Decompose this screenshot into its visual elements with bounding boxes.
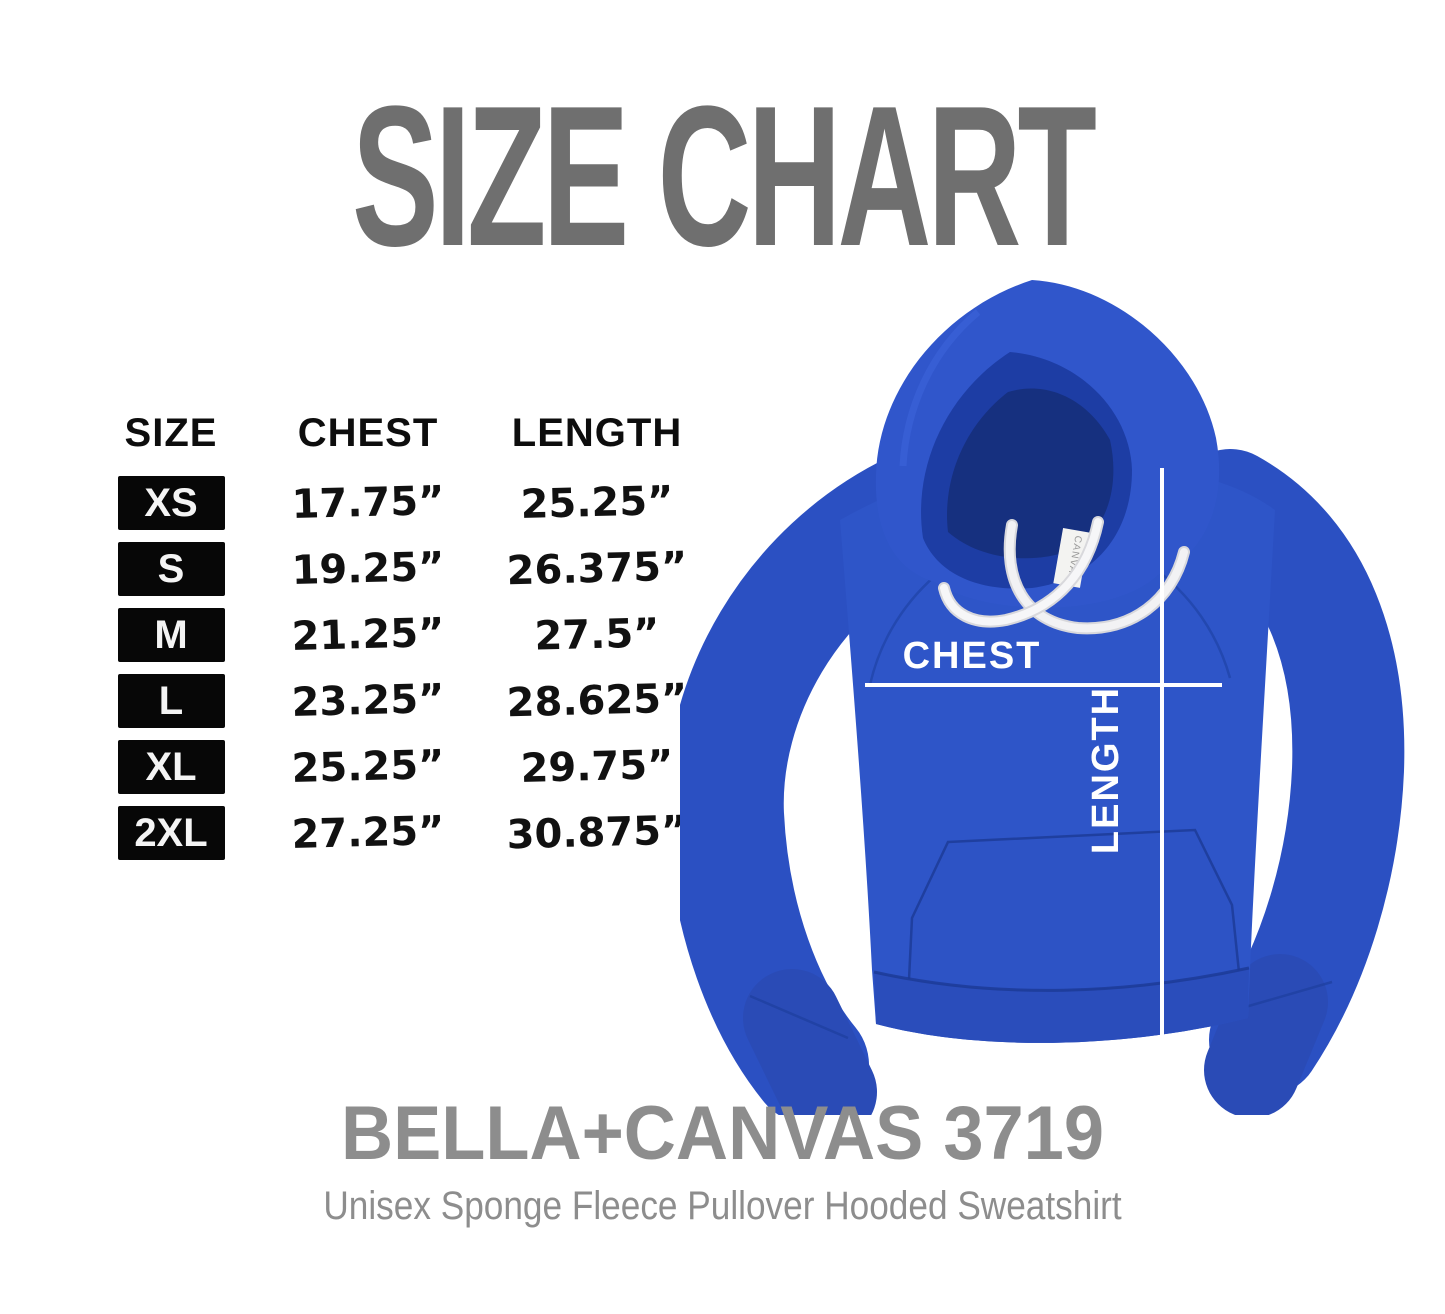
table-row: S 19.25” 26.375” <box>100 542 697 596</box>
table-row: L 23.25” 28.625” <box>100 674 697 728</box>
table-row: XS 17.75” 25.25” <box>100 476 697 530</box>
size-badge-s: S <box>117 542 225 596</box>
hood-highlight <box>899 309 981 467</box>
column-header-length: LENGTH <box>511 410 683 455</box>
drawstring-left-core <box>940 518 1102 626</box>
hood-opening-shadow <box>947 388 1114 559</box>
page-title: SIZE CHART <box>352 65 1097 288</box>
chest-value: 23.25” <box>291 676 445 726</box>
chest-value: 17.75” <box>291 478 445 528</box>
table-header-row: SIZE CHEST LENGTH <box>100 406 697 460</box>
chest-measure-label: CHEST <box>903 635 1042 677</box>
length-measure-label: LENGTH <box>1085 686 1127 854</box>
table-row: 2XL 27.25” 30.875” <box>100 806 697 860</box>
column-header-chest: CHEST <box>297 410 439 455</box>
waistband-seam <box>873 966 1250 992</box>
chest-value: 25.25” <box>291 742 445 792</box>
length-value: 28.625” <box>506 675 688 727</box>
chest-value: 21.25” <box>291 610 445 660</box>
table-row: XL 25.25” 29.75” <box>100 740 697 794</box>
hoodie-left-cuff <box>743 969 877 1115</box>
hoodie-right-cuff <box>1204 954 1328 1115</box>
table-row: M 21.25” 27.5” <box>100 608 697 662</box>
length-value: 25.25” <box>520 478 674 528</box>
kangaroo-pocket <box>906 828 1242 1002</box>
chest-value: 19.25” <box>291 544 445 594</box>
column-header-size: SIZE <box>124 410 218 455</box>
product-name: BELLA+CANVAS 3719 <box>340 1091 1104 1176</box>
chest-value: 27.25” <box>291 808 445 858</box>
hoodie-product-photo: CANVAS CHEST LENGTH <box>680 280 1405 1115</box>
size-badge-l: L <box>117 674 225 728</box>
drawstring-right-core <box>1005 521 1188 633</box>
length-value: 26.375” <box>506 543 688 595</box>
size-badge-m: M <box>117 608 225 662</box>
size-badge-2xl: 2XL <box>117 806 225 860</box>
size-badge-xs: XS <box>117 476 225 530</box>
size-badge-xl: XL <box>117 740 225 794</box>
length-value: 30.875” <box>506 807 688 859</box>
product-description: Unisex Sponge Fleece Pullover Hooded Swe… <box>323 1184 1122 1228</box>
length-value: 27.5” <box>533 610 661 660</box>
left-cuff-seam <box>749 994 849 1040</box>
length-value: 29.75” <box>520 742 674 792</box>
